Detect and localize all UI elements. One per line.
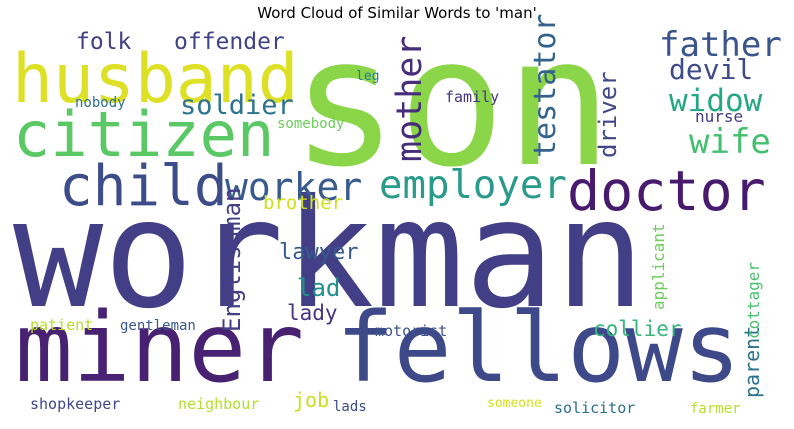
word-worker: worker <box>225 165 363 209</box>
word-job: job <box>293 388 330 412</box>
word-son: son <box>291 0 613 206</box>
word-leg: leg <box>356 69 380 84</box>
word-miner: miner <box>15 292 304 404</box>
word-nobody: nobody <box>75 95 126 111</box>
word-driver: driver <box>594 71 622 158</box>
word-father: father <box>659 25 782 65</box>
word-cloud-canvas: son workman husband citizen child miner fellow… <box>12 14 782 417</box>
word-cottager: cottager <box>744 261 763 339</box>
word-testator: testator <box>528 13 563 159</box>
figure-title: Word Cloud of Similar Words to 'man' <box>257 4 537 22</box>
word-widow: widow <box>669 83 763 119</box>
word-somebody: somebody <box>277 116 345 132</box>
word-farmer: farmer <box>690 401 741 417</box>
word-shopkeeper: shopkeeper <box>30 395 121 413</box>
word-citizen: citizen <box>13 98 275 171</box>
word-brother: brother <box>263 192 344 214</box>
word-lad: lad <box>297 274 341 302</box>
word-family: family <box>445 88 500 106</box>
word-child: child <box>59 154 228 219</box>
word-englishman: Englishman <box>218 187 246 333</box>
word-wife: wife <box>689 122 771 162</box>
word-employer: employer <box>379 163 567 208</box>
word-patient: patient <box>30 316 94 334</box>
word-someone: someone <box>487 396 542 411</box>
word-soldier: soldier <box>180 90 294 121</box>
word-folk: folk <box>76 29 132 55</box>
word-lady: lady <box>287 301 338 325</box>
word-lads: lads <box>333 399 367 415</box>
word-mother: mother <box>390 35 430 162</box>
word-husband: husband <box>12 40 299 119</box>
word-gentleman: gentleman <box>120 318 196 334</box>
word-nurse: nurse <box>695 107 744 126</box>
word-lawyer: lawyer <box>279 240 359 265</box>
word-solicitor: solicitor <box>554 399 636 417</box>
word-collier: collier <box>593 317 682 341</box>
word-workman: workman <box>13 168 646 342</box>
word-devil: devil <box>669 53 754 86</box>
word-fellows: fellows <box>336 292 741 404</box>
word-motorist: motorist <box>375 322 448 340</box>
word-neighbour: neighbour <box>178 395 260 413</box>
word-doctor: doctor <box>567 159 766 223</box>
word-offender: offender <box>174 29 285 55</box>
word-applicant: applicant <box>649 223 668 310</box>
